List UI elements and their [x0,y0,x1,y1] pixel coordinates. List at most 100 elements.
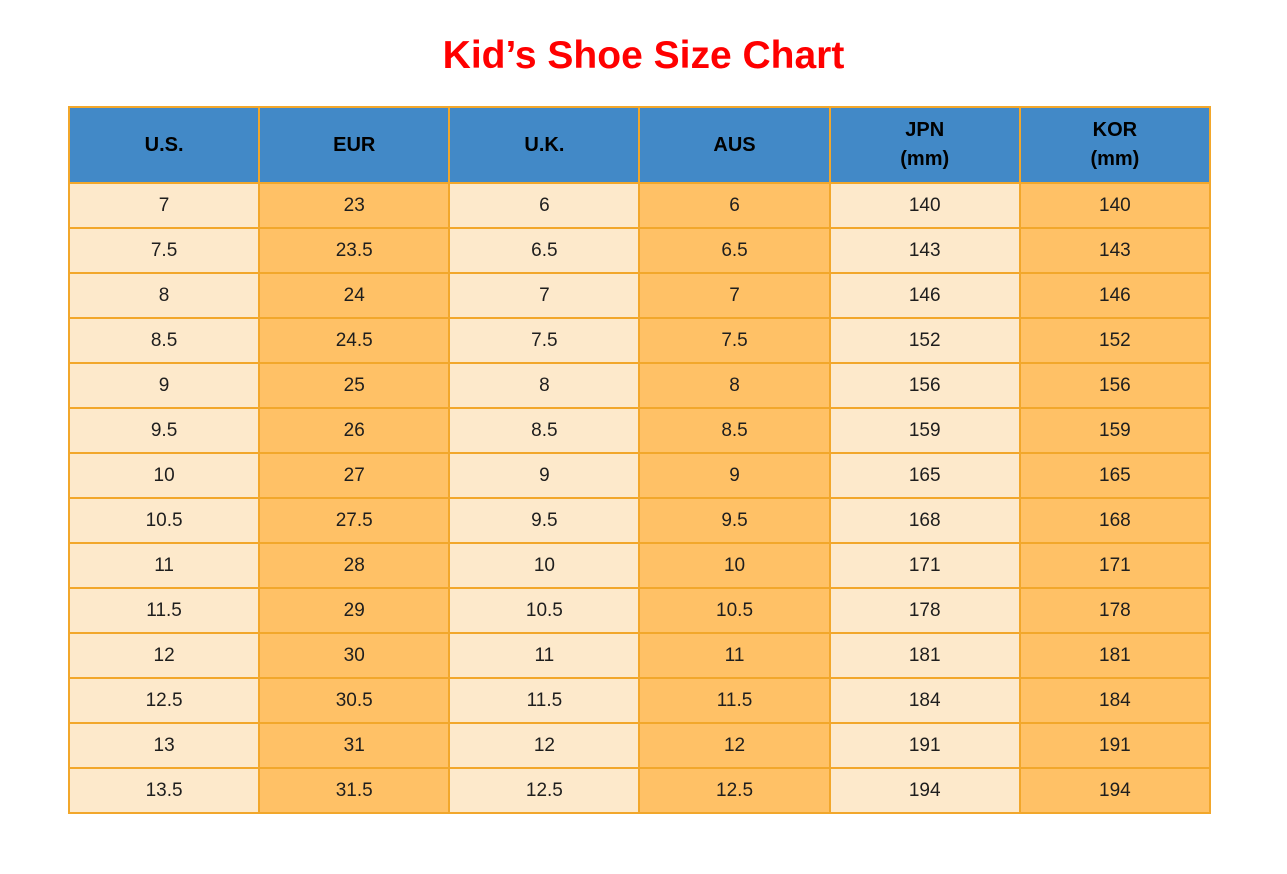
cell-uk: 8 [448,362,641,409]
cell-us: 12.5 [67,677,261,724]
cell-aus: 8 [638,362,831,409]
cell-us: 7.5 [67,227,261,274]
cell-eur: 27 [258,452,451,499]
cell-us: 10.5 [67,497,261,544]
cell-jpn: 165 [828,452,1021,499]
cell-us: 7 [67,182,261,229]
header-cell-kor: KOR (mm) [1018,106,1212,184]
cell-eur: 30.5 [258,677,451,724]
cell-aus: 12.5 [638,767,831,814]
cell-jpn: 184 [828,677,1021,724]
table-row: 8.5 24.5 7.5 7.5 152 152 [67,317,1212,364]
cell-uk: 9.5 [448,497,641,544]
cell-eur: 26 [258,407,451,454]
cell-eur: 24 [258,272,451,319]
cell-us: 11 [67,542,261,589]
cell-uk: 11 [448,632,641,679]
cell-aus: 11 [638,632,831,679]
cell-uk: 7.5 [448,317,641,364]
table-row: 11 28 10 10 171 171 [67,542,1212,589]
cell-kor: 140 [1018,182,1212,229]
cell-kor: 143 [1018,227,1212,274]
cell-kor: 181 [1018,632,1212,679]
cell-aus: 9 [638,452,831,499]
cell-jpn: 194 [828,767,1021,814]
cell-kor: 184 [1018,677,1212,724]
cell-us: 12 [67,632,261,679]
cell-us: 9.5 [67,407,261,454]
header-cell-eur: EUR [258,106,451,184]
cell-eur: 31 [258,722,451,769]
cell-kor: 171 [1018,542,1212,589]
cell-eur: 24.5 [258,317,451,364]
page-title: Kid’s Shoe Size Chart [442,34,845,77]
header-cell-us: U.S. [67,106,261,184]
cell-us: 8.5 [67,317,261,364]
header-cell-uk: U.K. [448,106,641,184]
cell-uk: 7 [448,272,641,319]
cell-uk: 6.5 [448,227,641,274]
table-row: 8 24 7 7 146 146 [67,272,1212,319]
cell-uk: 6 [448,182,641,229]
cell-us: 10 [67,452,261,499]
cell-us: 8 [67,272,261,319]
cell-us: 9 [67,362,261,409]
cell-uk: 8.5 [448,407,641,454]
cell-uk: 12.5 [448,767,641,814]
cell-jpn: 171 [828,542,1021,589]
cell-eur: 30 [258,632,451,679]
table-row: 7.5 23.5 6.5 6.5 143 143 [67,227,1212,274]
cell-aus: 10.5 [638,587,831,634]
cell-us: 13 [67,722,261,769]
table-row: 7 23 6 6 140 140 [67,182,1212,229]
table-row: 13.5 31.5 12.5 12.5 194 194 [67,767,1212,814]
cell-kor: 194 [1018,767,1212,814]
cell-kor: 168 [1018,497,1212,544]
header-cell-aus: AUS [638,106,831,184]
table-header: U.S. EUR U.K. AUS JPN (mm) KOR (mm) [67,106,1212,184]
cell-kor: 165 [1018,452,1212,499]
cell-jpn: 152 [828,317,1021,364]
table-row: 10.5 27.5 9.5 9.5 168 168 [67,497,1212,544]
cell-uk: 12 [448,722,641,769]
cell-aus: 7 [638,272,831,319]
table-row: 12.5 30.5 11.5 11.5 184 184 [67,677,1212,724]
cell-uk: 9 [448,452,641,499]
table-body: 7 23 6 6 140 140 7.5 23.5 6.5 6.5 143 143 8 24 7 7 146 14… [67,182,1212,814]
cell-jpn: 159 [828,407,1021,454]
cell-kor: 146 [1018,272,1212,319]
table-row: 9.5 26 8.5 8.5 159 159 [67,407,1212,454]
cell-aus: 7.5 [638,317,831,364]
header-row: U.S. EUR U.K. AUS JPN (mm) KOR (mm) [67,106,1212,184]
cell-jpn: 156 [828,362,1021,409]
cell-eur: 29 [258,587,451,634]
cell-eur: 27.5 [258,497,451,544]
cell-jpn: 143 [828,227,1021,274]
cell-kor: 152 [1018,317,1212,364]
cell-jpn: 168 [828,497,1021,544]
cell-eur: 23.5 [258,227,451,274]
cell-uk: 10 [448,542,641,589]
cell-aus: 6 [638,182,831,229]
cell-jpn: 140 [828,182,1021,229]
table-row: 11.5 29 10.5 10.5 178 178 [67,587,1212,634]
cell-us: 13.5 [67,767,261,814]
cell-aus: 10 [638,542,831,589]
cell-jpn: 178 [828,587,1021,634]
cell-aus: 8.5 [638,407,831,454]
cell-aus: 11.5 [638,677,831,724]
cell-eur: 28 [258,542,451,589]
cell-kor: 191 [1018,722,1212,769]
cell-aus: 12 [638,722,831,769]
cell-eur: 31.5 [258,767,451,814]
cell-eur: 23 [258,182,451,229]
cell-aus: 9.5 [638,497,831,544]
cell-us: 11.5 [67,587,261,634]
cell-uk: 11.5 [448,677,641,724]
cell-kor: 178 [1018,587,1212,634]
table-row: 9 25 8 8 156 156 [67,362,1212,409]
table-row: 12 30 11 11 181 181 [67,632,1212,679]
cell-uk: 10.5 [448,587,641,634]
table-row: 13 31 12 12 191 191 [67,722,1212,769]
